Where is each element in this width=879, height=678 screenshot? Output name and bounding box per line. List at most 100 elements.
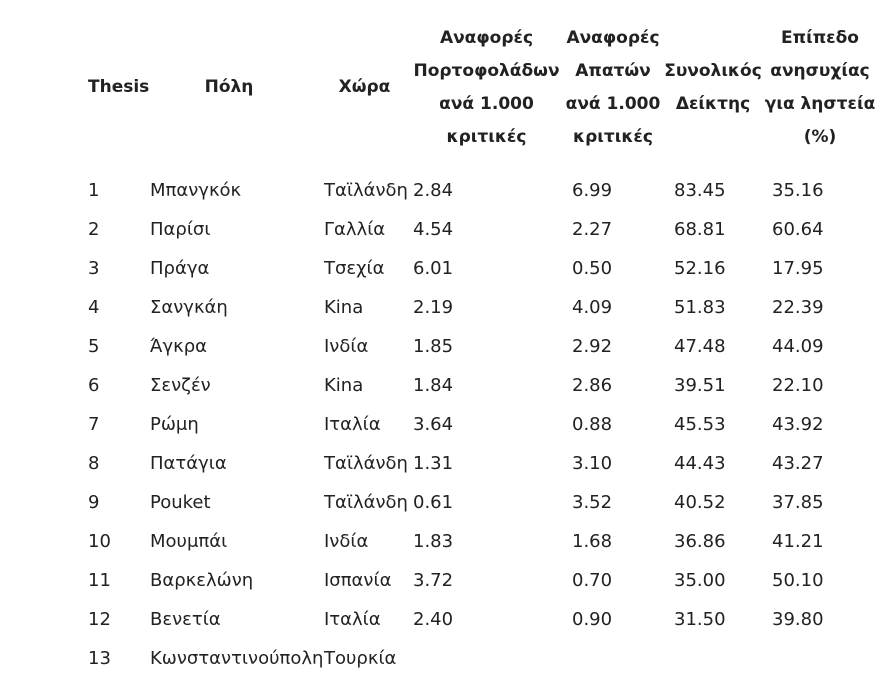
cell-total-index: 52.16 — [674, 258, 726, 279]
cell-rank: 12 — [88, 609, 111, 630]
cell-robbery-concern: 22.10 — [772, 375, 824, 396]
cell-rank: 7 — [88, 414, 100, 435]
cell-portfolio-reports: 0.61 — [413, 492, 454, 513]
cell-robbery-concern: 60.64 — [772, 219, 824, 240]
cell-fraud-reports: 3.10 — [572, 453, 613, 474]
table-row: 9 Pouket Ταϊλάνδη 0.61 3.52 40.52 37.85 — [78, 483, 878, 522]
cell-city: Σενζέν — [150, 375, 211, 396]
cell-rank: 11 — [88, 570, 111, 591]
cell-country: Ινδία — [324, 531, 369, 552]
header-total-index: Συνολικός Δείκτης — [664, 60, 762, 114]
ranking-table-container: Thesis Πόλη Χώρα Αναφορές Πορτοφολάδων α… — [78, 0, 878, 678]
cell-total-index: 31.50 — [674, 609, 726, 630]
cell-robbery-concern — [762, 639, 878, 678]
cell-city: Μουμπάι — [150, 531, 228, 552]
cell-rank: 4 — [88, 297, 100, 318]
cell-city: Πράγα — [150, 258, 210, 279]
cell-robbery-concern: 17.95 — [772, 258, 824, 279]
cell-rank: 10 — [88, 531, 111, 552]
cell-portfolio-reports: 1.84 — [413, 375, 454, 396]
cell-total-index — [664, 639, 762, 678]
cell-country: Ταϊλάνδη — [324, 453, 408, 474]
table-row: 10 Μουμπάι Ινδία 1.83 1.68 36.86 41.21 — [78, 522, 878, 561]
cell-country: Ιταλία — [324, 609, 381, 630]
cell-city: Κωνσταντινούπολη — [150, 648, 324, 669]
cell-country: Ινδία — [324, 336, 369, 357]
table-body: 1 Μπανγκόκ Ταϊλάνδη 2.84 6.99 83.45 35.16 2 Παρί… — [78, 171, 878, 678]
table-row: 12 Βενετία Ιταλία 2.40 0.90 31.50 39.80 — [78, 600, 878, 639]
cell-rank: 1 — [88, 180, 100, 201]
cell-total-index: 39.51 — [674, 375, 726, 396]
cell-country: Kina — [324, 297, 364, 318]
cell-city: Άγκρα — [150, 336, 208, 357]
cell-country: Kina — [324, 375, 364, 396]
cell-portfolio-reports: 4.54 — [413, 219, 454, 240]
cell-rank: 3 — [88, 258, 100, 279]
header-city: Πόλη — [204, 77, 254, 97]
cell-portfolio-reports: 2.40 — [413, 609, 454, 630]
table-header-row: Thesis Πόλη Χώρα Αναφορές Πορτοφολάδων α… — [78, 0, 878, 171]
table-row: 4 Σανγκάη Kina 2.19 4.09 51.83 22.39 — [78, 288, 878, 327]
table-row: 2 Παρίσι Γαλλία 4.54 2.27 68.81 60.64 — [78, 210, 878, 249]
cell-robbery-concern: 43.27 — [772, 453, 824, 474]
cell-rank: 6 — [88, 375, 100, 396]
cell-robbery-concern: 44.09 — [772, 336, 824, 357]
cell-fraud-reports — [562, 639, 664, 678]
cell-robbery-concern: 35.16 — [772, 180, 824, 201]
cell-rank: 13 — [88, 648, 111, 669]
cell-portfolio-reports: 3.64 — [413, 414, 454, 435]
cell-portfolio-reports — [411, 639, 562, 678]
cell-portfolio-reports: 3.72 — [413, 570, 454, 591]
cell-total-index: 44.43 — [674, 453, 726, 474]
cell-total-index: 36.86 — [674, 531, 726, 552]
cell-robbery-concern: 50.10 — [772, 570, 824, 591]
cell-portfolio-reports: 2.19 — [413, 297, 454, 318]
cell-country: Ταϊλάνδη — [324, 180, 408, 201]
header-portfolio-reports: Αναφορές Πορτοφολάδων ανά 1.000 κριτικές — [413, 27, 560, 147]
cell-city: Βαρκελώνη — [150, 570, 254, 591]
header-robbery-concern: Επίπεδο ανησυχίας για ληστεία (%) — [764, 27, 876, 147]
cell-city: Σανγκάη — [150, 297, 228, 318]
cell-country: Ταϊλάνδη — [324, 492, 408, 513]
cell-portfolio-reports: 1.85 — [413, 336, 454, 357]
header-country: Χώρα — [338, 77, 391, 97]
cell-total-index: 83.45 — [674, 180, 726, 201]
cell-fraud-reports: 2.27 — [572, 219, 613, 240]
cell-robbery-concern: 41.21 — [772, 531, 824, 552]
cell-rank: 5 — [88, 336, 100, 357]
cell-city: Πατάγια — [150, 453, 227, 474]
cell-fraud-reports: 0.88 — [572, 414, 613, 435]
cell-robbery-concern: 22.39 — [772, 297, 824, 318]
cell-total-index: 68.81 — [674, 219, 726, 240]
cell-fraud-reports: 0.50 — [572, 258, 613, 279]
cell-city: Pouket — [150, 492, 211, 513]
cell-fraud-reports: 2.92 — [572, 336, 613, 357]
cell-portfolio-reports: 2.84 — [413, 180, 454, 201]
cell-robbery-concern: 37.85 — [772, 492, 824, 513]
cell-country: Τουρκία — [324, 648, 397, 669]
cell-total-index: 45.53 — [674, 414, 726, 435]
cell-country: Γαλλία — [324, 219, 386, 240]
table-row: 8 Πατάγια Ταϊλάνδη 1.31 3.10 44.43 43.27 — [78, 444, 878, 483]
table-row: 1 Μπανγκόκ Ταϊλάνδη 2.84 6.99 83.45 35.16 — [78, 171, 878, 210]
table-row: 3 Πράγα Τσεχία 6.01 0.50 52.16 17.95 — [78, 249, 878, 288]
cell-portfolio-reports: 1.31 — [413, 453, 454, 474]
cell-fraud-reports: 3.52 — [572, 492, 613, 513]
table-row: 11 Βαρκελώνη Ισπανία 3.72 0.70 35.00 50.10 — [78, 561, 878, 600]
cell-total-index: 35.00 — [674, 570, 726, 591]
cell-portfolio-reports: 1.83 — [413, 531, 454, 552]
cell-city: Παρίσι — [150, 219, 211, 240]
table-row: 7 Ρώμη Ιταλία 3.64 0.88 45.53 43.92 — [78, 405, 878, 444]
cell-city: Μπανγκόκ — [150, 180, 242, 201]
cell-fraud-reports: 1.68 — [572, 531, 613, 552]
ranking-table: Thesis Πόλη Χώρα Αναφορές Πορτοφολάδων α… — [78, 0, 878, 678]
cell-city: Βενετία — [150, 609, 221, 630]
cell-fraud-reports: 2.86 — [572, 375, 613, 396]
cell-rank: 8 — [88, 453, 100, 474]
cell-fraud-reports: 0.90 — [572, 609, 613, 630]
cell-robbery-concern: 43.92 — [772, 414, 824, 435]
table-row: 6 Σενζέν Kina 1.84 2.86 39.51 22.10 — [78, 366, 878, 405]
cell-total-index: 51.83 — [674, 297, 726, 318]
cell-country: Ισπανία — [324, 570, 392, 591]
cell-total-index: 40.52 — [674, 492, 726, 513]
